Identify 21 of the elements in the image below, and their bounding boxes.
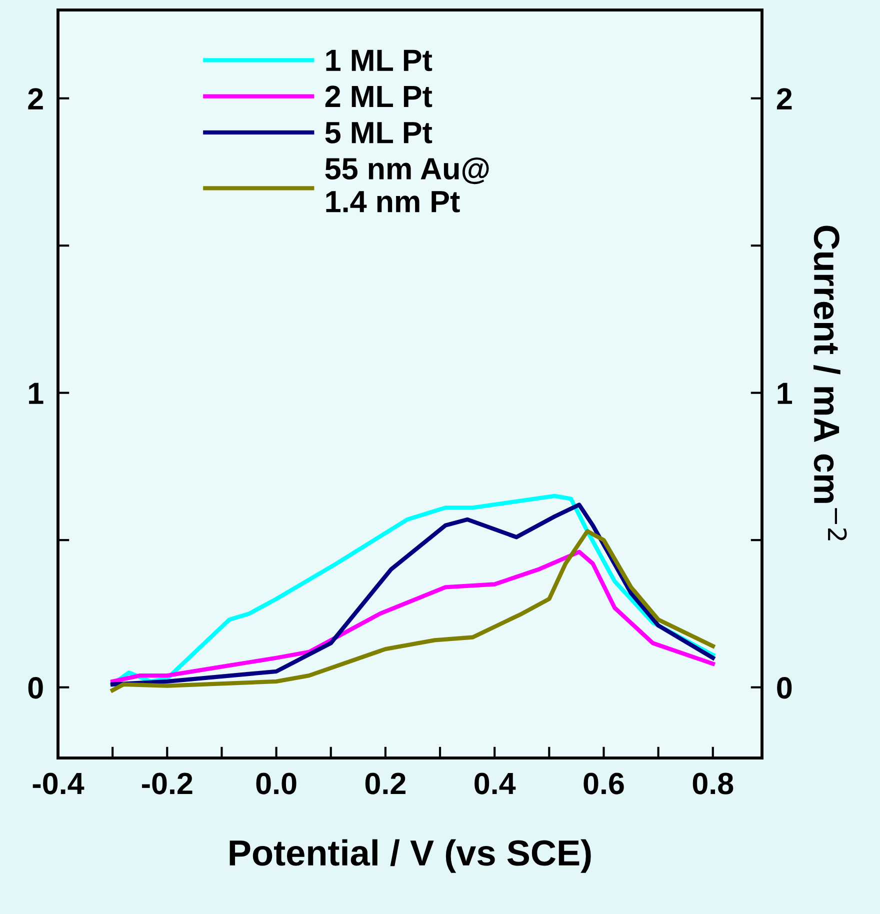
y-tick-label: 2: [28, 88, 43, 110]
x-axis-title: Potential / V (vs SCE): [230, 839, 591, 873]
legend-label: 1 ML Pt: [326, 50, 432, 72]
y2-tick-label: 1: [778, 382, 792, 404]
legend-label: 2 ML Pt: [325, 86, 432, 108]
x-tick-label: -0.4: [32, 772, 84, 794]
x-tick-label: 0.4: [474, 772, 516, 794]
x-tick-label: -0.2: [142, 772, 192, 794]
x-tick-label: 0.2: [365, 772, 406, 794]
y-tick-label: 0: [28, 677, 43, 699]
line-series: [110, 529, 715, 692]
y-tick-label: 1: [29, 382, 44, 404]
legend-label: 55 nm Au@ 1.4 nm Pt: [325, 158, 489, 212]
y2-tick-label: 0: [777, 677, 792, 699]
x-tick-label: 0.0: [256, 772, 296, 794]
y2-axis-title: Current / mA cm$^{−2}$: [813, 226, 847, 540]
x-tick-label: 0.6: [584, 772, 624, 794]
x-tick-label: 0.8: [692, 772, 734, 794]
y2-tick-label: 2: [776, 88, 792, 110]
line-series: [110, 550, 715, 684]
legend-label: 5 ML Pt: [325, 122, 432, 144]
